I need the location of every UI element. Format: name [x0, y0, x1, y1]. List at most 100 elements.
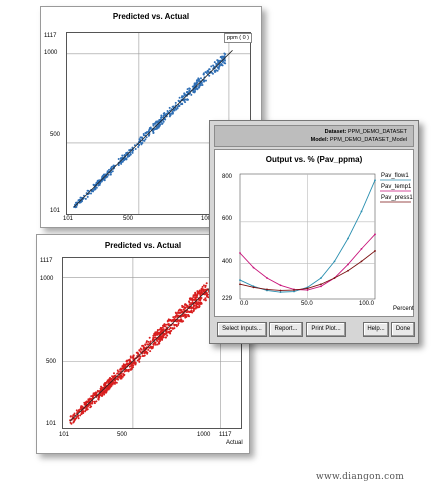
- data-point: [138, 138, 141, 141]
- print-plot-button[interactable]: Print Plot...: [306, 322, 346, 337]
- series-point: [279, 289, 282, 292]
- data-point: [119, 157, 122, 160]
- data-point: [200, 302, 203, 305]
- data-point: [216, 59, 219, 62]
- data-point: [156, 343, 159, 346]
- data-point: [111, 170, 114, 173]
- data-point: [196, 294, 199, 297]
- dialog-header: Dataset: PPM_DEMO_DATASET Model: PPM_DEM…: [214, 125, 414, 147]
- series-point: [306, 289, 309, 291]
- data-point: [164, 118, 167, 121]
- select-inputs-button[interactable]: Select Inputs...: [217, 322, 267, 337]
- data-point: [194, 292, 197, 295]
- data-point: [139, 347, 142, 350]
- data-point: [164, 333, 167, 336]
- dialog-plot-panel: Output vs. % (Pav_ppma) 800 600 400 229 …: [214, 149, 414, 317]
- data-point: [200, 81, 203, 84]
- dialog-y-tick-600: 600: [222, 216, 233, 222]
- bottom-plot-title: Predicted vs. Actual: [104, 241, 182, 250]
- data-point: [108, 168, 111, 171]
- data-point: [106, 175, 109, 178]
- data-point: [154, 341, 157, 344]
- data-point: [201, 83, 204, 86]
- data-point: [160, 337, 163, 340]
- data-point: [110, 166, 113, 169]
- data-point: [115, 381, 118, 384]
- legend-pav-press1: Pav_press1: [381, 195, 413, 201]
- data-point: [138, 357, 141, 360]
- data-point: [95, 400, 98, 403]
- data-point: [191, 311, 194, 314]
- data-point: [147, 348, 150, 351]
- data-point: [216, 66, 219, 69]
- data-point: [206, 70, 209, 73]
- series-point: [266, 288, 268, 291]
- data-point: [224, 62, 227, 65]
- done-button[interactable]: Done: [391, 322, 415, 337]
- data-point: [177, 311, 180, 314]
- data-point: [153, 342, 156, 345]
- data-point: [112, 382, 115, 385]
- series-point: [239, 283, 241, 286]
- data-point: [156, 339, 159, 342]
- data-point: [75, 409, 78, 412]
- data-point: [223, 52, 226, 55]
- data-point: [167, 319, 170, 322]
- data-point: [128, 149, 131, 152]
- data-point: [181, 306, 184, 309]
- data-point: [210, 65, 213, 68]
- dialog-y-tick-800: 800: [222, 174, 233, 180]
- model-value: PPM_DEMO_DATASET_Model: [329, 137, 407, 143]
- data-point: [218, 64, 221, 67]
- dialog-y-tick-400: 400: [222, 259, 233, 265]
- data-point: [205, 292, 208, 295]
- data-point: [174, 323, 177, 326]
- data-point: [103, 393, 106, 396]
- data-point: [203, 298, 206, 301]
- data-point: [158, 328, 161, 331]
- dataset-label: Dataset:: [324, 129, 347, 135]
- data-point: [131, 151, 134, 154]
- data-point: [199, 77, 202, 80]
- data-point: [196, 79, 199, 82]
- data-point: [190, 93, 193, 96]
- data-point: [192, 91, 195, 94]
- report-button[interactable]: Report...: [269, 322, 303, 337]
- data-point: [149, 340, 152, 343]
- data-point: [125, 360, 128, 363]
- series-point: [347, 263, 349, 266]
- series-point: [239, 252, 241, 254]
- data-point: [107, 173, 110, 176]
- data-point: [188, 87, 191, 90]
- data-point: [101, 175, 104, 178]
- data-point: [204, 299, 207, 302]
- data-point: [82, 410, 85, 413]
- data-point: [169, 332, 172, 335]
- data-point: [162, 324, 165, 327]
- data-point: [162, 336, 165, 339]
- data-point: [173, 327, 176, 330]
- data-point: [116, 369, 119, 372]
- data-point: [86, 189, 89, 192]
- bottom-x-tick-1117: 1117: [219, 432, 232, 438]
- top-scatter-svg: [67, 33, 250, 214]
- data-point: [100, 388, 103, 391]
- data-point: [73, 412, 76, 415]
- data-point: [152, 336, 155, 339]
- data-point: [204, 284, 207, 287]
- data-point: [101, 386, 104, 389]
- data-point: [186, 304, 189, 307]
- data-point: [105, 381, 108, 384]
- data-point: [119, 376, 122, 379]
- data-point: [147, 340, 150, 343]
- series-point: [360, 247, 363, 250]
- data-point: [155, 331, 158, 334]
- data-point: [194, 87, 197, 90]
- data-point: [144, 138, 147, 141]
- identity-line: [73, 49, 233, 208]
- data-point: [205, 72, 208, 75]
- data-point: [176, 315, 179, 318]
- data-point: [117, 370, 120, 373]
- data-point: [202, 284, 205, 287]
- help-button[interactable]: Help...: [363, 322, 389, 337]
